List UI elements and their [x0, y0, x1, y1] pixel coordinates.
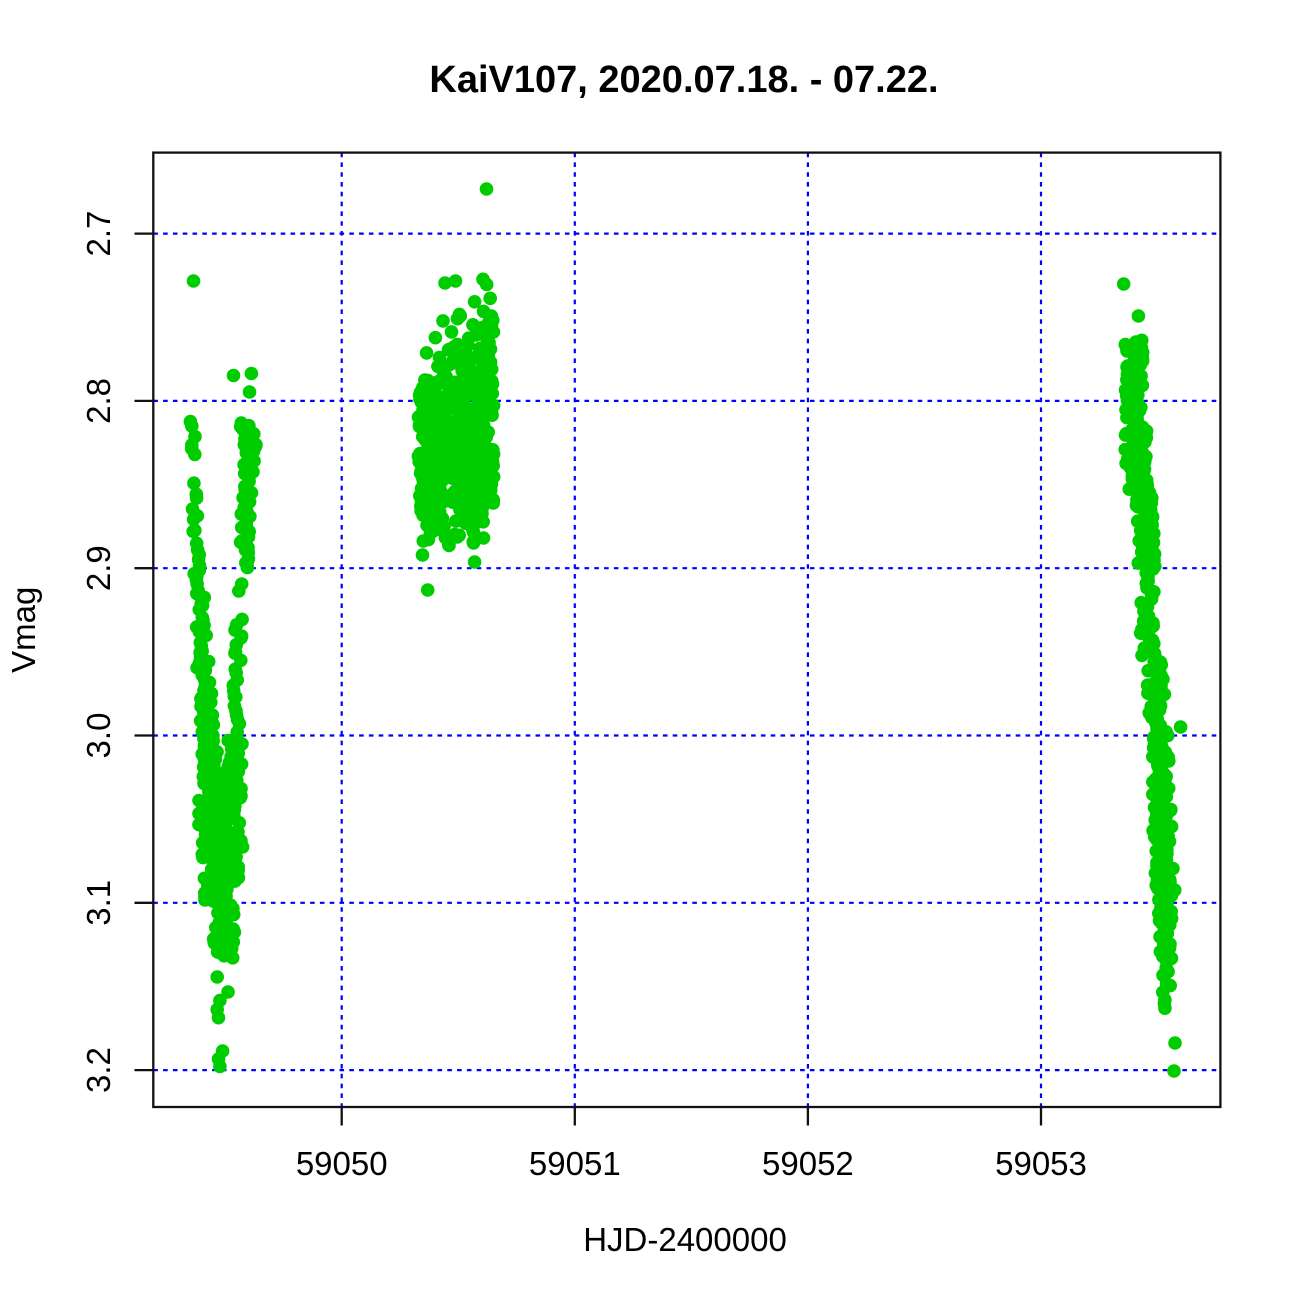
svg-text:2.7: 2.7 — [80, 211, 117, 257]
svg-text:KaiV107, 2020.07.18. - 07.22.: KaiV107, 2020.07.18. - 07.22. — [429, 59, 938, 101]
svg-text:3.2: 3.2 — [80, 1047, 117, 1093]
svg-text:3.0: 3.0 — [80, 713, 117, 759]
svg-text:59052: 59052 — [762, 1145, 854, 1182]
svg-text:59050: 59050 — [296, 1145, 388, 1182]
svg-text:2.9: 2.9 — [80, 545, 117, 591]
svg-text:HJD-2400000: HJD-2400000 — [583, 1221, 787, 1258]
svg-text:3.1: 3.1 — [80, 880, 117, 926]
svg-text:Vmag: Vmag — [5, 587, 42, 673]
svg-text:59053: 59053 — [995, 1145, 1087, 1182]
svg-text:59051: 59051 — [529, 1145, 621, 1182]
svg-text:2.8: 2.8 — [80, 378, 117, 424]
